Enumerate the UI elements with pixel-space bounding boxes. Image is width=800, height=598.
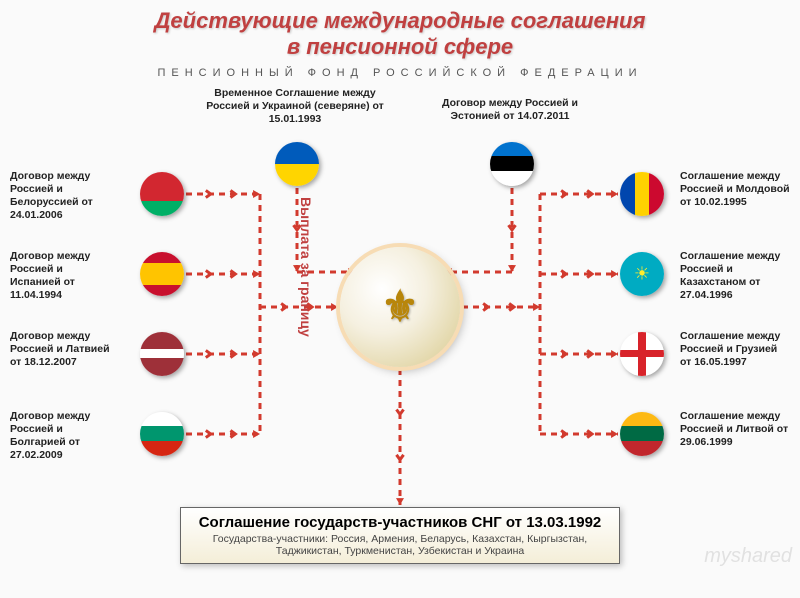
flag-ukraine (275, 142, 319, 186)
vertical-label: Выплата за границу (298, 197, 314, 337)
bottom-agreement-box: Соглашение государств-участников СНГ от … (180, 507, 620, 564)
flag-kazakhstan: ☀ (620, 252, 664, 296)
subtitle: ПЕНСИОННЫЙ ФОНД РОССИЙСКОЙ ФЕДЕРАЦИИ (0, 63, 800, 87)
flag-spain (140, 252, 184, 296)
label-belarus: Договор между Россией и Белоруссией от 2… (10, 170, 115, 223)
bottom-sub: Государства-участники: Россия, Армения, … (191, 533, 609, 557)
label-moldova: Соглашение между Россией и Молдовой от 1… (680, 170, 790, 209)
flag-moldova (620, 172, 664, 216)
label-latvia: Договор между Россией и Латвией от 18.12… (10, 330, 115, 369)
center-emblem-russia: ⚜ (340, 247, 460, 367)
flag-belarus (140, 172, 184, 216)
label-estonia: Договор между Россией и Эстонией от 14.0… (420, 97, 600, 123)
label-kazakhstan: Соглашение между Россией и Казахстаном о… (680, 250, 790, 303)
flag-latvia (140, 332, 184, 376)
bottom-title: Соглашение государств-участников СНГ от … (191, 514, 609, 531)
title-line2: в пенсионной сфере (287, 34, 513, 59)
eagle-icon: ⚜ (381, 282, 419, 331)
label-ukraine: Временное Соглашение между Россией и Укр… (205, 87, 385, 126)
label-spain: Договор между Россией и Испанией от 11.0… (10, 250, 115, 303)
flag-georgia (620, 332, 664, 376)
title-line1: Действующие международные соглашения (155, 8, 646, 33)
label-bulgaria: Договор между Россией и Болгарией от 27.… (10, 410, 115, 463)
flag-estonia (490, 142, 534, 186)
flag-bulgaria (140, 412, 184, 456)
flag-lithuania (620, 412, 664, 456)
label-lithuania: Соглашение между Россией и Литвой от 29.… (680, 410, 790, 449)
page-title: Действующие международные соглашения в п… (0, 0, 800, 63)
diagram-canvas: ⚜ Выплата за границу Временное Соглашени… (0, 87, 800, 587)
label-georgia: Соглашение между Россией и Грузией от 16… (680, 330, 790, 369)
